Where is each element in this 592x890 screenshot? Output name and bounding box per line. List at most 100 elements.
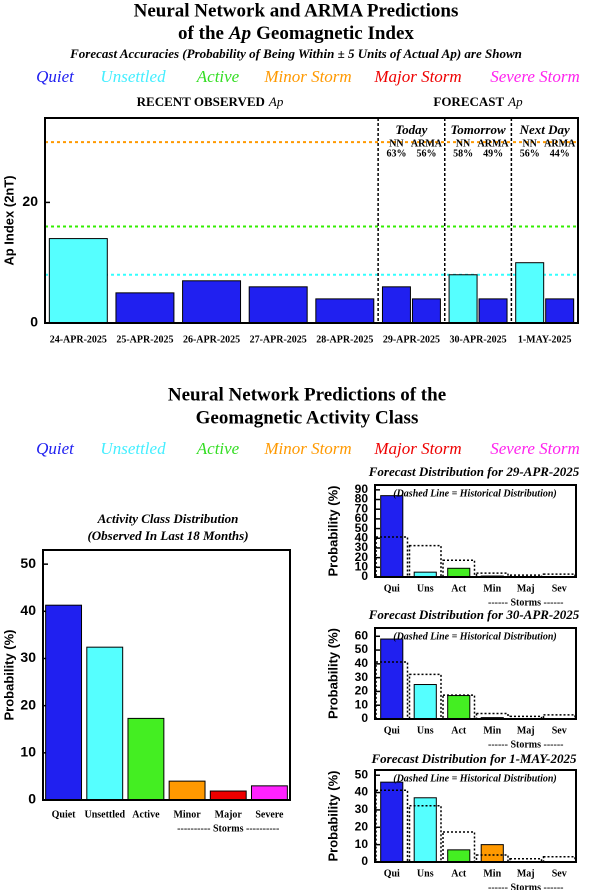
bar (447, 567, 471, 578)
y-tick-label: 90 (355, 482, 369, 496)
x-tick-label: Uns (417, 583, 434, 594)
x-tick-label: Sev (552, 583, 567, 594)
group-label: ------ Storms ------ (488, 882, 564, 890)
accuracy-label: 49% (483, 148, 503, 159)
section-label: RECENT OBSERVED Ap (137, 94, 284, 109)
chart-note: (Dashed Line = Historical Distribution) (393, 631, 557, 642)
x-tick-label: Sev (552, 725, 567, 736)
accuracy-label: 58% (453, 148, 473, 159)
section-part: FORECAST (433, 94, 504, 109)
legend-entry: Major Storm (373, 439, 461, 458)
y-tick-label: 20 (355, 684, 369, 698)
x-tick-label: 30-APR-2025 (449, 334, 506, 345)
y-tick-label: 50 (355, 767, 369, 781)
bar (545, 298, 575, 324)
title: of the Ap Geomagnetic Index (178, 23, 414, 44)
x-tick-label: Qui (384, 868, 400, 879)
legend-entry: Unsettled (100, 67, 166, 86)
x-tick-label: 24-APR-2025 (50, 334, 107, 345)
y-tick-label: 60 (355, 511, 369, 525)
x-tick-label: Maj (517, 868, 535, 879)
y-tick-label: 10 (20, 744, 36, 760)
bar (447, 849, 471, 863)
plot-frame (374, 769, 577, 863)
bar (209, 790, 247, 801)
y-tick-label: 0 (361, 711, 368, 725)
x-tick-label: Severe (255, 809, 284, 820)
forecast-day: Today (395, 122, 427, 137)
x-tick-label: 29-APR-2025 (383, 334, 440, 345)
x-tick-label: Act (451, 583, 467, 594)
y-tick-label: 20 (22, 193, 38, 209)
y-axis-label: Probability (%) (325, 770, 340, 861)
x-tick-label: Qui (384, 583, 400, 594)
method-label: NN (522, 138, 537, 149)
accuracy-label: 44% (550, 148, 570, 159)
y-tick-label: 10 (355, 697, 369, 711)
plot-frame (42, 549, 291, 801)
y-tick-label: 50 (20, 555, 36, 571)
chart-title: Forecast Distribution for 30-APR-2025 (368, 607, 580, 622)
historical-bar (542, 714, 576, 720)
x-tick-label: Min (483, 868, 501, 879)
title-part: Ap (228, 23, 251, 44)
historical-bar (408, 673, 442, 720)
section-part: Ap (268, 94, 284, 109)
method-label: ARMA (411, 138, 443, 149)
y-tick-label: 10 (355, 559, 369, 573)
y-tick-label: 10 (355, 837, 369, 851)
section-label: FORECAST Ap (433, 94, 523, 109)
plot-frame (374, 484, 577, 578)
subtitle: (Observed In Last 18 Months) (87, 528, 248, 543)
bar (168, 780, 206, 801)
plot-frame (44, 117, 579, 324)
method-label: ARMA (478, 138, 510, 149)
y-tick-label: 50 (355, 521, 369, 535)
y-axis-label: Probability (%) (325, 485, 340, 576)
historical-bar (475, 572, 509, 578)
bar (115, 292, 175, 324)
chart-title: Forecast Distribution for 29-APR-2025 (368, 464, 580, 479)
bar (45, 604, 83, 801)
legend-entry: Major Storm (373, 67, 461, 86)
legend-entry: Severe Storm (490, 439, 580, 458)
group-label: ------ Storms ------ (488, 597, 564, 608)
x-tick-label: Sev (552, 868, 567, 879)
forecast-day: Next Day (519, 122, 570, 137)
x-tick-label: 1-MAY-2025 (518, 334, 572, 345)
y-tick-label: 50 (355, 642, 369, 656)
group-label: ------ Storms ------ (488, 739, 564, 750)
title: Geomagnetic Activity Class (196, 407, 419, 428)
x-tick-label: 27-APR-2025 (250, 334, 307, 345)
title-part: of the (178, 23, 224, 44)
plot-frame (374, 627, 577, 720)
legend-entry: Quiet (36, 67, 75, 86)
y-tick-label: 20 (355, 819, 369, 833)
legend-entry: Unsettled (100, 439, 166, 458)
historical-bar (542, 573, 576, 578)
y-tick-label: 30 (20, 649, 36, 665)
x-tick-label: Qui (384, 725, 400, 736)
x-tick-label: 25-APR-2025 (116, 334, 173, 345)
bar (127, 717, 165, 801)
legend-entry: Active (196, 439, 240, 458)
legend-entry: Active (196, 67, 240, 86)
y-tick-label: 40 (355, 530, 369, 544)
y-tick-label: 40 (20, 602, 36, 618)
bar (447, 695, 471, 720)
accuracy-label: 63% (386, 148, 406, 159)
bar (413, 684, 437, 720)
bar (380, 781, 404, 863)
x-tick-label: Major (215, 809, 243, 820)
method-label: ARMA (544, 138, 576, 149)
section-part: Ap (507, 94, 523, 109)
x-tick-label: Act (451, 868, 467, 879)
x-tick-label: Act (451, 725, 467, 736)
chart-note: (Dashed Line = Historical Distribution) (393, 773, 557, 784)
bar (413, 797, 437, 863)
bar (248, 286, 308, 324)
legend-entry: Severe Storm (490, 67, 580, 86)
x-tick-label: Min (483, 583, 501, 594)
x-tick-label: 28-APR-2025 (316, 334, 373, 345)
